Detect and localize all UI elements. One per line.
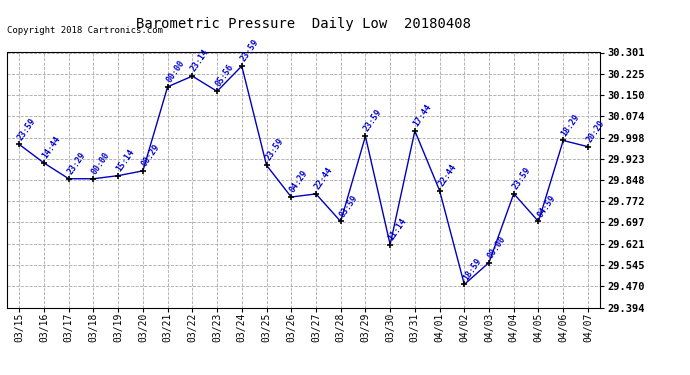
- Text: 04:59: 04:59: [535, 193, 557, 219]
- Text: Copyright 2018 Cartronics.com: Copyright 2018 Cartronics.com: [7, 26, 163, 35]
- Text: 23:59: 23:59: [239, 38, 260, 63]
- Text: 17:44: 17:44: [412, 102, 433, 128]
- Text: 22:44: 22:44: [313, 165, 335, 191]
- Text: 05:56: 05:56: [214, 63, 235, 88]
- Text: 23:29: 23:29: [66, 150, 87, 176]
- Text: 03:59: 03:59: [337, 193, 359, 219]
- Text: 04:29: 04:29: [288, 169, 310, 194]
- Text: 15:14: 15:14: [115, 147, 137, 173]
- Text: 23:59: 23:59: [264, 137, 285, 162]
- Text: 00:29: 00:29: [139, 142, 161, 168]
- Text: 00:00: 00:00: [164, 58, 186, 84]
- Text: Pressure  (Inches/Hg): Pressure (Inches/Hg): [508, 27, 631, 37]
- Text: 20:29: 20:29: [584, 118, 607, 144]
- Text: 00:00: 00:00: [90, 150, 112, 176]
- Text: 00:00: 00:00: [486, 234, 508, 260]
- Text: 18:29: 18:29: [560, 112, 582, 138]
- Text: 23:59: 23:59: [511, 165, 532, 191]
- Text: 11:14: 11:14: [387, 216, 408, 242]
- Text: Barometric Pressure  Daily Low  20180408: Barometric Pressure Daily Low 20180408: [136, 17, 471, 31]
- Text: 23:59: 23:59: [16, 116, 38, 142]
- Text: 18:59: 18:59: [461, 256, 483, 282]
- Text: 23:14: 23:14: [189, 48, 211, 74]
- Text: 22:44: 22:44: [436, 162, 458, 188]
- Text: 14:44: 14:44: [41, 135, 63, 160]
- Text: 23:59: 23:59: [362, 108, 384, 134]
